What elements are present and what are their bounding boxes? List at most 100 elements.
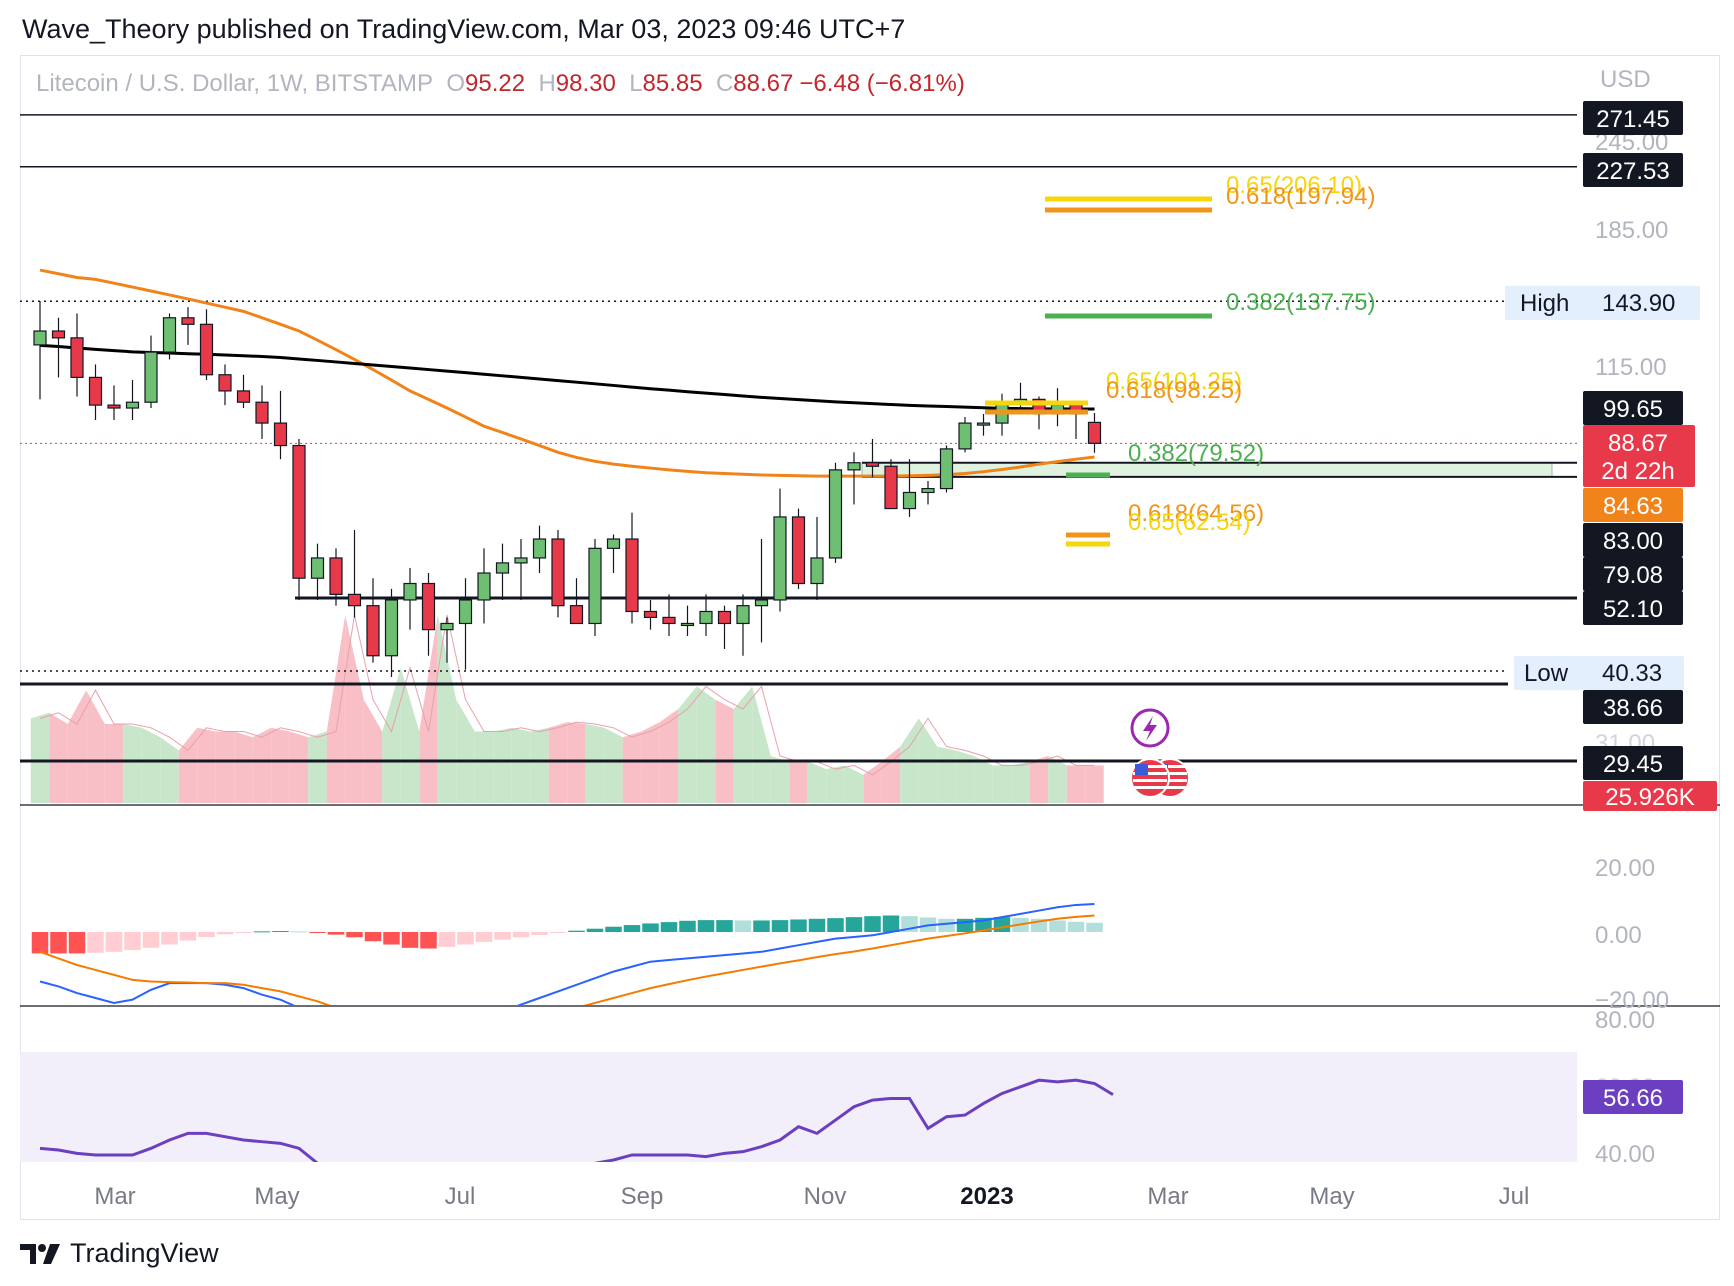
macd-histogram-bar — [364, 932, 382, 942]
us-flag-stripe — [1133, 765, 1167, 768]
macd-histogram-bar — [642, 923, 659, 932]
candle — [236, 374, 251, 409]
volume-area-segment — [289, 731, 309, 803]
volume-area-segment — [1029, 756, 1049, 803]
volume-area-segment — [992, 765, 1012, 803]
candle-body-down — [107, 404, 121, 409]
macd-histogram-bar — [605, 926, 622, 932]
legend-close-label: C — [715, 70, 734, 97]
volume-area-segment — [622, 731, 642, 803]
fib-upper-label: 0.618(197.94) — [1226, 183, 1375, 210]
volume-area-segment — [141, 727, 161, 803]
candle — [88, 364, 103, 421]
fib-lower-label: 0.618(98.25) — [1106, 377, 1242, 404]
macd-histogram-bar — [808, 918, 826, 932]
candle-body-up — [921, 487, 935, 494]
candle-body-up — [976, 422, 991, 426]
level-label: 29.45 — [1603, 751, 1663, 778]
volume-area-segment — [1011, 761, 1030, 803]
candle — [347, 529, 362, 618]
level-label: 83.00 — [1603, 528, 1663, 555]
macd-histogram-bar — [938, 918, 955, 932]
candle-body-down — [717, 610, 732, 625]
ema200-price-label: 99.65 — [1603, 396, 1663, 423]
macd-histogram-bar — [179, 932, 197, 941]
macd-histogram-bar — [346, 932, 363, 938]
macd-histogram-bar — [568, 930, 585, 932]
candle-body-up — [847, 462, 861, 471]
last-price-box — [1583, 425, 1695, 487]
lightning-bolt-icon — [1143, 716, 1157, 741]
candle-body-down — [218, 374, 232, 392]
candle — [440, 617, 454, 663]
level-label: 271.45 — [1596, 106, 1669, 133]
candle-body-up — [773, 516, 787, 601]
volume-area-segment — [1085, 765, 1104, 803]
us-flag-stripe — [1153, 772, 1187, 775]
macd-histogram-bar — [235, 932, 252, 933]
macd-histogram-bar — [457, 932, 474, 945]
volume-area-segment — [215, 731, 235, 803]
candle — [477, 548, 491, 624]
candle-body-up — [736, 605, 750, 625]
footer-brand[interactable]: TradingView — [20, 1238, 219, 1269]
volume-area-segment — [252, 727, 272, 803]
candle — [1069, 402, 1083, 439]
macd-histogram-bar — [753, 920, 770, 932]
us-flag-stripe — [1133, 779, 1167, 782]
volume-label-box — [1583, 781, 1717, 811]
volume-area-segment — [1048, 756, 1067, 803]
volume-area-segment — [30, 712, 50, 803]
volume-area-segment — [696, 686, 716, 803]
macd-histogram-bar — [216, 932, 234, 935]
volume-area-segment — [789, 761, 808, 803]
candle — [310, 543, 325, 600]
volume-area-segment — [419, 615, 438, 803]
rsi-line — [39, 1078, 1114, 1162]
macd-signal-line — [39, 914, 1095, 1005]
macd-histogram-bar — [790, 919, 807, 932]
macd-line — [39, 902, 1095, 1005]
rsi-axis-tick: 40.00 — [1595, 1141, 1655, 1168]
candle — [902, 459, 917, 517]
macd-histogram-bar — [531, 932, 548, 935]
candle-body-down — [70, 337, 84, 378]
currency-label: USD — [1600, 66, 1651, 93]
macd-histogram-bar — [586, 928, 604, 932]
candle-body-down — [366, 605, 380, 657]
volume-area-segment — [826, 765, 845, 803]
legend-open: 95.22 — [465, 70, 526, 97]
candle-body-up — [384, 599, 399, 657]
volume-area-segment — [770, 756, 790, 803]
candle-body-up — [680, 622, 695, 627]
macd-histogram-bar — [383, 932, 400, 945]
candle — [551, 529, 565, 618]
candle-body-down — [884, 465, 898, 510]
ema200-price-label-box — [1583, 391, 1683, 425]
low-tag-label: Low — [1524, 660, 1569, 687]
candle — [218, 364, 232, 406]
candle-body-down — [51, 330, 66, 339]
volume-area-segment — [493, 727, 512, 803]
volume-area-segment — [881, 746, 901, 803]
candle — [495, 543, 510, 600]
level-label-box — [1583, 746, 1683, 780]
candle — [773, 488, 787, 612]
volume-area-segment — [511, 727, 531, 803]
candle — [1013, 382, 1028, 411]
level-label: 227.53 — [1596, 158, 1669, 185]
volume-area-segment — [363, 699, 383, 803]
candle — [625, 512, 639, 624]
x-axis-tick: Mar — [1147, 1183, 1188, 1210]
us-flag-stripe — [1153, 786, 1187, 789]
rsi-last-label: 56.66 — [1603, 1085, 1663, 1112]
candle — [421, 573, 436, 656]
macd-histogram-bar — [1067, 921, 1085, 932]
candle-body-down — [273, 422, 288, 447]
macd-histogram-bar — [438, 932, 456, 947]
volume-area-segment — [974, 756, 993, 803]
rsi-last-label-box — [1583, 1080, 1683, 1114]
candle-body-down — [292, 444, 306, 579]
candle-body-up — [754, 599, 769, 607]
